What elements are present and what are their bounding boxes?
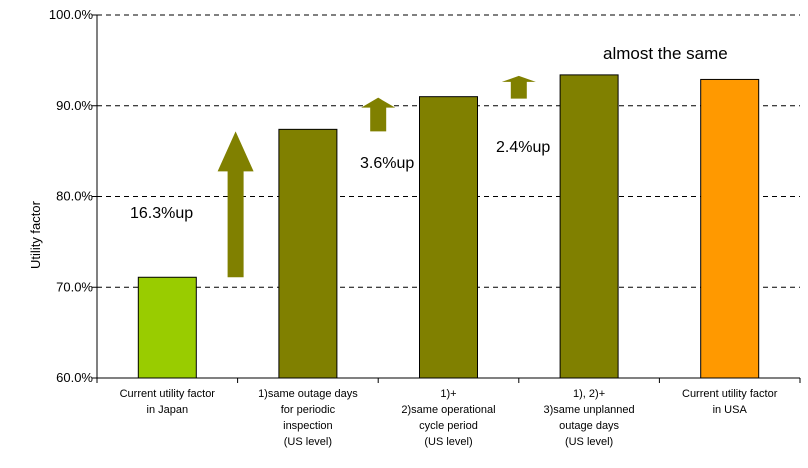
y-tick-label: 80.0% — [56, 189, 93, 204]
bar — [278, 128, 338, 379]
axes — [92, 14, 801, 383]
y-tick-label: 100.0% — [49, 7, 94, 22]
annotation-almost-same: almost the same — [603, 44, 728, 63]
annotation-increase-3: 2.4%up — [496, 139, 550, 156]
x-tick-label: 1), 2)+ 3)same unplanned outage days (US le… — [544, 388, 635, 448]
y-axis-label: Utility factor — [28, 200, 43, 269]
x-tick-label: 1)same outage days for periodic inspection… — [258, 388, 358, 448]
bar — [700, 78, 760, 379]
increase-arrow — [501, 75, 536, 99]
x-tick-label: 1)+ 2)same operational cycle period (US lev… — [401, 388, 495, 448]
x-tick-label: Current utility factor in USA — [682, 388, 778, 416]
annotation-increase-2: 3.6%up — [360, 155, 414, 172]
increase-arrows — [217, 75, 536, 278]
y-tick-labels: 60.0% 70.0% 80.0% 90.0% 100.0% — [49, 7, 94, 385]
annotation-increase-1: 16.3%up — [130, 205, 193, 222]
y-tick-label: 60.0% — [56, 370, 93, 385]
bar — [419, 96, 478, 379]
increase-arrow — [361, 97, 396, 132]
x-tick-labels: Current utility factor in Japan 1)same out… — [120, 388, 778, 448]
x-tick-label: Current utility factor in Japan — [120, 388, 216, 416]
bar — [559, 74, 619, 379]
bar — [137, 276, 197, 379]
increase-arrow — [217, 131, 254, 278]
y-tick-label: 70.0% — [56, 279, 93, 294]
y-tick-label: 90.0% — [56, 98, 93, 113]
